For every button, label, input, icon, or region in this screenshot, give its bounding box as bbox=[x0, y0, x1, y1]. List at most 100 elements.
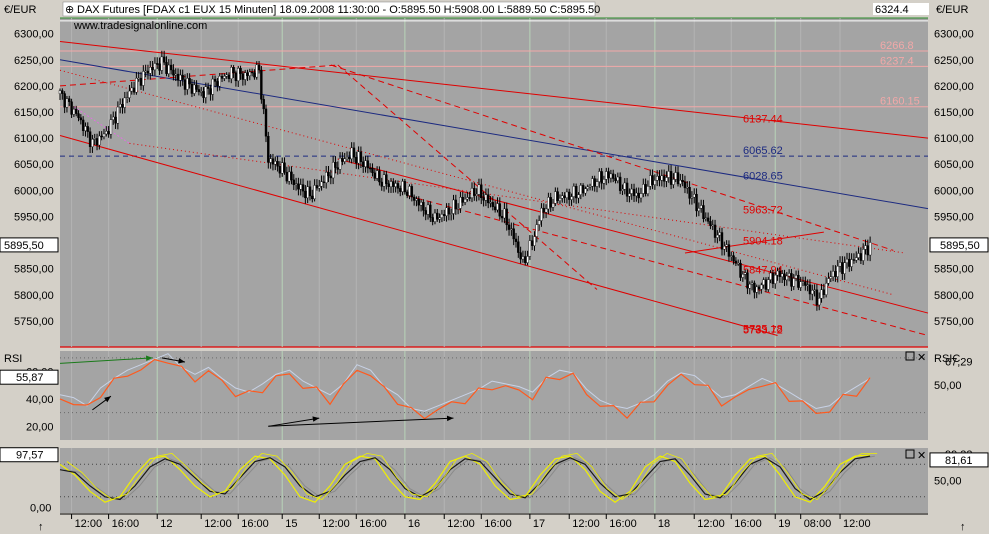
candle-body[interactable] bbox=[561, 195, 564, 199]
candle-body[interactable] bbox=[711, 224, 714, 227]
candle-body[interactable] bbox=[866, 245, 870, 256]
candle-body[interactable] bbox=[484, 194, 488, 201]
candle-body[interactable] bbox=[841, 262, 844, 274]
candle-body[interactable] bbox=[549, 197, 552, 208]
candle-body[interactable] bbox=[396, 183, 400, 189]
candle-body[interactable] bbox=[764, 279, 768, 290]
candle-body[interactable] bbox=[621, 188, 624, 191]
candle-body[interactable] bbox=[188, 78, 191, 85]
candle-body[interactable] bbox=[199, 91, 203, 93]
candle-body[interactable] bbox=[551, 203, 555, 208]
candle-body[interactable] bbox=[156, 63, 159, 65]
candle-body[interactable] bbox=[628, 193, 631, 197]
candle-body[interactable] bbox=[792, 278, 795, 287]
candle-body[interactable] bbox=[253, 72, 256, 78]
candle-body[interactable] bbox=[563, 195, 566, 198]
candle-body[interactable] bbox=[167, 64, 170, 74]
candle-body[interactable] bbox=[512, 228, 515, 240]
candle-body[interactable] bbox=[211, 78, 214, 95]
candle-body[interactable] bbox=[114, 116, 117, 124]
candle-body[interactable] bbox=[345, 157, 349, 160]
candle-body[interactable] bbox=[149, 67, 152, 74]
candle-body[interactable] bbox=[639, 193, 643, 199]
candle-body[interactable] bbox=[806, 284, 809, 286]
candle-body[interactable] bbox=[688, 187, 691, 199]
candle-body[interactable] bbox=[320, 181, 323, 187]
candle-body[interactable] bbox=[632, 188, 636, 197]
candle-body[interactable] bbox=[857, 253, 860, 258]
candle-body[interactable] bbox=[843, 262, 846, 274]
candle-body[interactable] bbox=[334, 162, 337, 168]
candle-body[interactable] bbox=[831, 271, 835, 277]
candle-body[interactable] bbox=[91, 139, 94, 147]
candle-body[interactable] bbox=[447, 207, 451, 215]
candle-body[interactable] bbox=[223, 76, 226, 79]
candle-body[interactable] bbox=[445, 207, 448, 217]
candle-body[interactable] bbox=[449, 213, 453, 215]
candle-body[interactable] bbox=[109, 119, 113, 135]
candle-body[interactable] bbox=[530, 240, 534, 246]
candle-body[interactable] bbox=[748, 283, 751, 289]
candle-body[interactable] bbox=[410, 186, 414, 198]
candle-body[interactable] bbox=[813, 289, 816, 292]
candle-body[interactable] bbox=[406, 191, 409, 196]
candle-body[interactable] bbox=[637, 192, 640, 199]
candle-body[interactable] bbox=[584, 188, 587, 194]
candle-body[interactable] bbox=[209, 88, 212, 95]
candle-body[interactable] bbox=[503, 208, 506, 219]
candle-body[interactable] bbox=[301, 184, 305, 192]
candle-body[interactable] bbox=[672, 179, 675, 185]
candle-body[interactable] bbox=[294, 183, 298, 185]
candle-body[interactable] bbox=[380, 181, 383, 187]
candle-body[interactable] bbox=[838, 262, 842, 267]
candle-body[interactable] bbox=[70, 101, 73, 115]
candle-body[interactable] bbox=[646, 186, 650, 194]
candle-body[interactable] bbox=[665, 177, 668, 182]
candle-body[interactable] bbox=[660, 175, 664, 181]
candle-body[interactable] bbox=[760, 284, 763, 290]
candle-body[interactable] bbox=[132, 87, 136, 93]
candle-body[interactable] bbox=[630, 188, 633, 194]
candle-body[interactable] bbox=[424, 210, 427, 215]
candle-body[interactable] bbox=[105, 131, 108, 135]
candle-body[interactable] bbox=[778, 270, 782, 277]
candle-body[interactable] bbox=[799, 281, 802, 288]
candle-body[interactable] bbox=[81, 119, 85, 131]
rsi-close-icon[interactable]: ✕ bbox=[917, 352, 926, 364]
candle-body[interactable] bbox=[271, 158, 275, 165]
candle-body[interactable] bbox=[649, 175, 652, 187]
candle-body[interactable] bbox=[368, 167, 372, 170]
candle-body[interactable] bbox=[68, 98, 71, 102]
candle-body[interactable] bbox=[489, 202, 492, 204]
candle-body[interactable] bbox=[482, 197, 485, 201]
candle-body[interactable] bbox=[818, 297, 821, 306]
candle-body[interactable] bbox=[313, 185, 316, 200]
candle-body[interactable] bbox=[579, 185, 582, 195]
candle-body[interactable] bbox=[385, 174, 388, 184]
candle-body[interactable] bbox=[463, 198, 467, 203]
candle-body[interactable] bbox=[699, 205, 703, 209]
candle-body[interactable] bbox=[357, 151, 360, 164]
candle-body[interactable] bbox=[116, 106, 120, 124]
candle-body[interactable] bbox=[130, 87, 133, 92]
candle-body[interactable] bbox=[440, 214, 444, 218]
candle-body[interactable] bbox=[547, 197, 550, 210]
candle-body[interactable] bbox=[158, 63, 161, 71]
candle-body[interactable] bbox=[797, 274, 800, 288]
candle-body[interactable] bbox=[824, 283, 828, 295]
candle-body[interactable] bbox=[375, 170, 379, 179]
candle-body[interactable] bbox=[598, 171, 601, 182]
candle-body[interactable] bbox=[679, 179, 682, 185]
candle-body[interactable] bbox=[790, 273, 793, 287]
candle-body[interactable] bbox=[75, 108, 78, 114]
candle-body[interactable] bbox=[588, 186, 592, 188]
candle-body[interactable] bbox=[574, 186, 578, 199]
candle-body[interactable] bbox=[554, 191, 557, 204]
candle-body[interactable] bbox=[477, 184, 481, 195]
candle-body[interactable] bbox=[524, 256, 527, 263]
candle-body[interactable] bbox=[774, 274, 777, 284]
candle-body[interactable] bbox=[142, 71, 145, 86]
candle-body[interactable] bbox=[392, 181, 395, 187]
candle-body[interactable] bbox=[662, 175, 666, 182]
candle-body[interactable] bbox=[454, 199, 458, 210]
